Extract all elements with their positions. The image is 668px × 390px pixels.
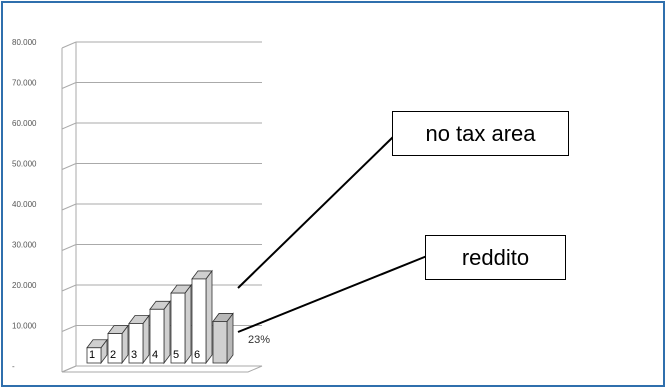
- gridline-slant: [61, 82, 77, 89]
- y-axis-ticks: 80.000 70.000 60.000 50.000 40.000 30.000 20.0…: [12, 38, 37, 371]
- callout-reddito: reddito: [425, 235, 566, 280]
- callout-line-no-tax-area: [237, 136, 394, 289]
- y-tick-label: 50.000: [12, 160, 37, 169]
- gridline-slant: [61, 163, 77, 170]
- gridlines: [61, 41, 263, 373]
- category-label: 2: [110, 349, 116, 361]
- category-label: 3: [131, 349, 137, 361]
- reddito-percent-label: 23%: [248, 334, 270, 346]
- bar-5-side: [184, 283, 192, 365]
- y-tick-label: 60.000: [12, 119, 37, 128]
- category-label: 1: [89, 349, 95, 361]
- bar-6-side: [205, 269, 213, 365]
- y-tick-label: 40.000: [12, 200, 37, 209]
- bar-1: [86, 347, 102, 364]
- callout-no-tax-area: no tax area: [392, 111, 569, 156]
- gridline-slant: [61, 122, 77, 130]
- y-tick-label: 70.000: [12, 79, 37, 88]
- category-label: 4: [152, 349, 158, 361]
- category-label: 6: [194, 349, 200, 361]
- category-labels: 1 2 3 4 5 6: [89, 349, 200, 361]
- bar-4-side: [163, 300, 171, 365]
- gridline-slant: [61, 203, 77, 211]
- bar-reddito: [212, 321, 228, 364]
- callout-reddito-text: reddito: [461, 244, 530, 270]
- y-tick-label: 20.000: [12, 281, 37, 290]
- bar-3: [128, 323, 144, 364]
- callout-line-reddito: [237, 255, 428, 333]
- category-label: 5: [173, 349, 179, 361]
- bar-2: [107, 333, 123, 364]
- gridline-slant: [61, 284, 77, 292]
- y-tick-label: 10.000: [12, 322, 37, 331]
- gridline-slant: [61, 325, 77, 332]
- bar-4: [149, 308, 165, 364]
- y-tick-label: 30.000: [12, 241, 37, 250]
- gridline-slant: [61, 244, 77, 251]
- gridline-slant: [61, 41, 77, 49]
- bar-6: [191, 278, 207, 364]
- bars: [86, 269, 234, 365]
- floor: [61, 365, 263, 373]
- y-tick-label: -: [12, 362, 15, 371]
- bar-5: [170, 292, 186, 364]
- callout-no-tax-area-text: no tax area: [425, 120, 536, 146]
- y-tick-label: 80.000: [12, 38, 37, 47]
